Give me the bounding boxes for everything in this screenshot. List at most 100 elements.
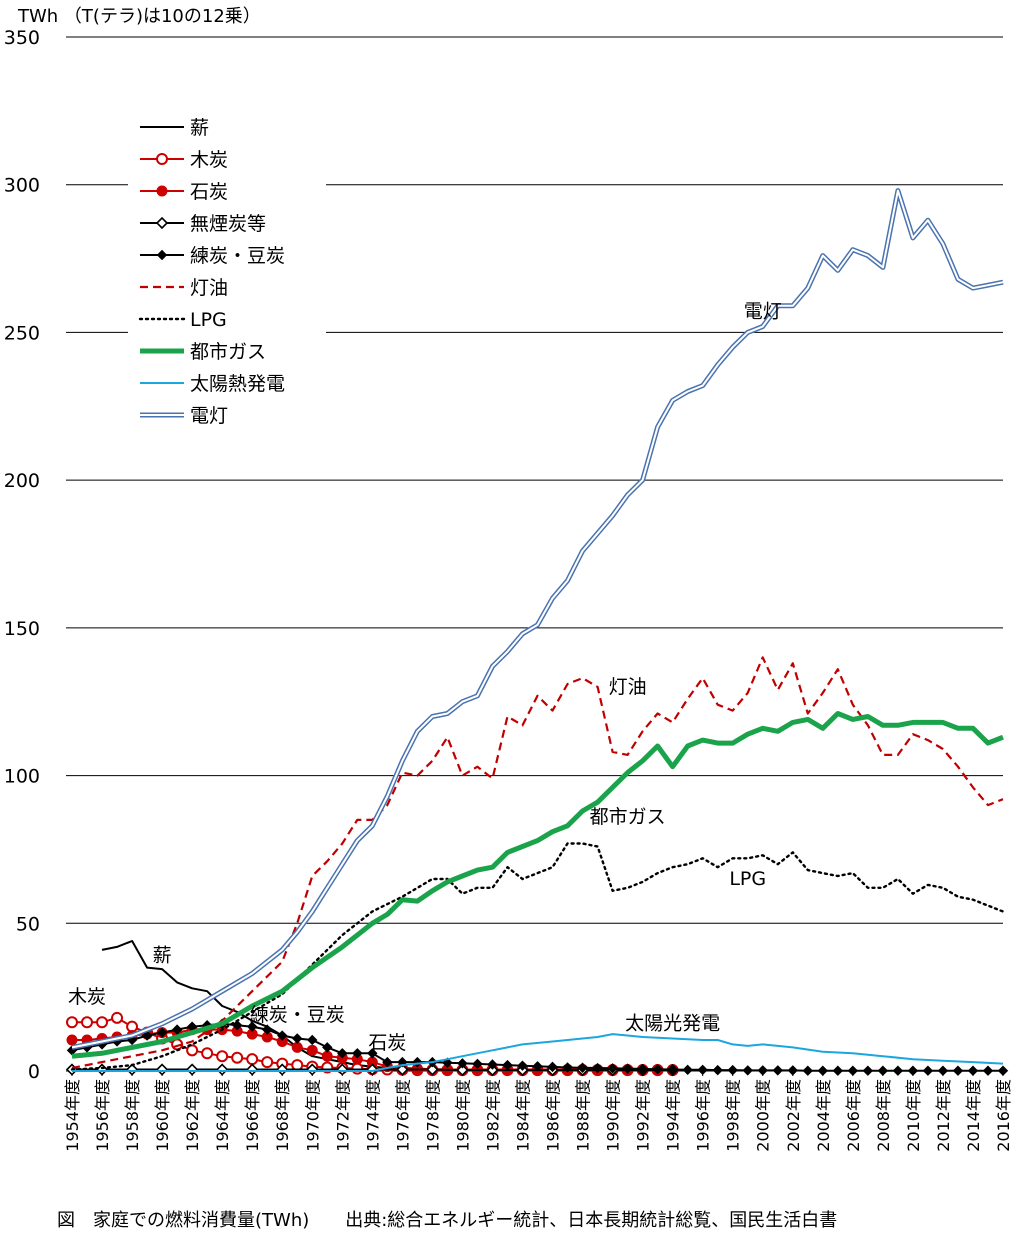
y-tick-label: 350 <box>4 27 40 49</box>
練炭・豆炭-point <box>757 1065 768 1076</box>
legend-item-灯油: 灯油 <box>140 277 228 299</box>
木炭-point <box>231 1051 244 1064</box>
x-tick-label: 1980年度 <box>453 1079 472 1152</box>
練炭・豆炭-point <box>457 1058 468 1069</box>
x-tick-label: 1978年度 <box>423 1079 442 1152</box>
練炭・豆炭-point <box>277 1030 288 1041</box>
annotation-label: 都市ガス <box>590 806 666 828</box>
無煙炭等-point <box>155 216 169 230</box>
x-tick-label: 2006年度 <box>844 1079 863 1152</box>
無煙炭等-point <box>216 1063 229 1076</box>
x-tick-label: 1982年度 <box>483 1079 502 1152</box>
無煙炭等-point <box>366 1063 379 1076</box>
木炭-point <box>111 1011 124 1024</box>
series-line-灯油 <box>71 656 1004 1070</box>
x-tick-label: 2002年度 <box>784 1079 803 1152</box>
y-tick-label: 50 <box>16 913 40 935</box>
木炭-point <box>216 1050 229 1063</box>
練炭・豆炭-point <box>262 1024 273 1035</box>
legend-item-都市ガス: 都市ガス <box>140 341 266 363</box>
石炭-point <box>321 1050 333 1062</box>
x-tick-label: 2012年度 <box>934 1079 953 1152</box>
y-tick-label: 0 <box>28 1061 40 1083</box>
x-tick-label: 1954年度 <box>63 1079 82 1152</box>
legend-item-木炭: 木炭 <box>140 149 228 171</box>
練炭・豆炭-point <box>907 1065 919 1076</box>
legend-label: 練炭・豆炭 <box>190 245 285 267</box>
練炭・豆炭-point <box>982 1065 994 1076</box>
y-tick-label: 100 <box>4 766 40 788</box>
練炭・豆炭-point <box>231 1020 243 1031</box>
annotation-label: LPG <box>729 868 766 890</box>
x-tick-label: 1956年度 <box>93 1079 112 1152</box>
series-電灯 <box>71 188 1004 1050</box>
x-tick-label: 1996年度 <box>694 1079 713 1152</box>
series-line-LPG <box>70 842 1005 1071</box>
練炭・豆炭-point <box>817 1065 829 1076</box>
annotation-label: 練炭・豆炭 <box>250 1004 345 1026</box>
練炭・豆炭-point <box>502 1059 513 1071</box>
練炭・豆炭-point <box>862 1065 874 1076</box>
legend-label: 電灯 <box>190 405 228 427</box>
figure-caption: 図 家庭での燃料消費量(TWh) 出典:総合エネルギー統計、日本長期統計総覧、国… <box>57 1210 837 1231</box>
練炭・豆炭-point <box>682 1064 693 1076</box>
legend-label: LPG <box>190 309 227 331</box>
x-tick-label: 1958年度 <box>123 1079 142 1152</box>
練炭・豆炭-point <box>772 1065 783 1076</box>
無煙炭等-point <box>246 1063 259 1076</box>
練炭・豆炭-point <box>517 1060 528 1071</box>
練炭・豆炭-point <box>472 1058 483 1070</box>
無煙炭等-point <box>276 1063 289 1076</box>
series-line-都市ガス <box>71 711 1004 1059</box>
練炭・豆炭-point <box>877 1065 889 1076</box>
legend-item-石炭: 石炭 <box>140 181 228 203</box>
x-tick-label: 2008年度 <box>874 1079 893 1152</box>
annotation-label: 太陽光発電 <box>625 1013 720 1035</box>
series-太陽熱発電 <box>72 1033 1004 1072</box>
legend-label: 太陽熱発電 <box>190 373 285 395</box>
y-axis-ticks: 0 50 100 150 200 250 300 350 <box>4 27 40 1083</box>
legend-item-LPG: LPG <box>138 309 227 331</box>
legend-label: 薪 <box>190 117 209 139</box>
annotation-label: 木炭 <box>68 986 106 1008</box>
練炭・豆炭-point <box>727 1064 738 1076</box>
練炭・豆炭-point <box>532 1061 543 1072</box>
木炭-point <box>261 1056 274 1069</box>
練炭・豆炭-point <box>667 1064 678 1075</box>
木炭-point <box>96 1016 109 1029</box>
y-unit-label: TWh （T(テラ)は10の12乗） <box>17 6 261 27</box>
series-line-inner-電灯 <box>71 189 1004 1049</box>
無煙炭等-point <box>306 1063 319 1076</box>
series-灯油 <box>71 656 1004 1070</box>
x-tick-label: 1986年度 <box>544 1079 563 1152</box>
legend-label: 都市ガス <box>190 341 266 363</box>
練炭・豆炭-point <box>607 1063 618 1074</box>
x-tick-label: 1990年度 <box>604 1079 623 1152</box>
legend-item-薪: 薪 <box>140 117 209 139</box>
annotation-label: 石炭 <box>368 1032 406 1054</box>
series-line-太陽熱発電 <box>72 1033 1004 1072</box>
石炭-point <box>156 185 168 197</box>
練炭・豆炭-point <box>307 1034 318 1046</box>
x-tick-label: 1998年度 <box>724 1079 743 1152</box>
y-tick-label: 300 <box>4 175 40 197</box>
x-tick-label: 1966年度 <box>243 1079 262 1152</box>
x-tick-label: 1984年度 <box>513 1079 532 1152</box>
練炭・豆炭-point <box>832 1065 844 1076</box>
x-tick-label: 1962年度 <box>183 1079 202 1152</box>
練炭・豆炭-point <box>352 1048 363 1059</box>
legend-label: 石炭 <box>190 181 228 203</box>
練炭・豆炭-point <box>577 1062 588 1073</box>
練炭・豆炭-point <box>592 1062 603 1074</box>
練炭・豆炭-point <box>382 1056 393 1068</box>
練炭・豆炭-point <box>337 1048 348 1059</box>
annotation-label: 灯油 <box>609 676 647 698</box>
練炭・豆炭-point <box>712 1064 723 1076</box>
練炭・豆炭-point <box>487 1059 498 1070</box>
木炭-point <box>81 1016 94 1029</box>
練炭・豆炭-point <box>652 1064 663 1075</box>
x-tick-label: 2000年度 <box>754 1079 773 1152</box>
無煙炭等-point <box>456 1063 469 1077</box>
